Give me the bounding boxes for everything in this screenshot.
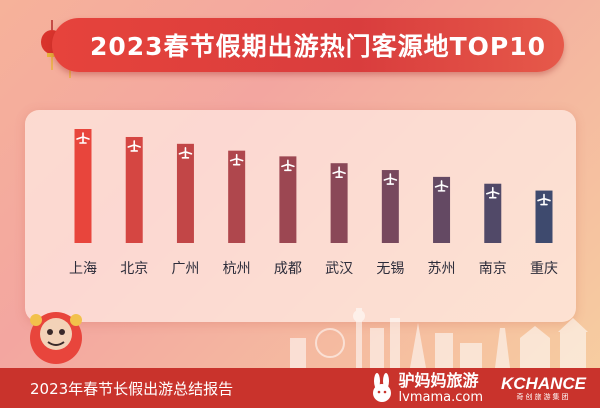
x-tick-label: 苏州	[428, 261, 456, 277]
lvmama-name: 驴妈妈旅游	[398, 370, 479, 390]
bar-苏州	[433, 176, 451, 243]
airplane-icon	[178, 147, 193, 159]
bar-成都	[279, 156, 297, 243]
bar-广州	[176, 143, 194, 243]
skyline-illustration	[290, 308, 588, 368]
footer-brands: 驴妈妈旅游 lvmama.com KCHANCE 奇创旅游集团	[369, 370, 586, 405]
chart-panel	[25, 110, 576, 322]
lion-dance-mascot-icon	[30, 312, 82, 364]
x-tick-label: 南京	[479, 261, 507, 277]
airplane-icon	[332, 166, 346, 178]
page-title: 2023春节假期出游热门客源地TOP10	[52, 18, 564, 72]
x-tick-label: 无锡	[376, 261, 404, 277]
bar-武汉	[330, 163, 348, 243]
airplane-icon	[383, 173, 398, 185]
x-tick-label: 北京	[120, 261, 148, 277]
airplane-icon	[127, 140, 142, 152]
bar-无锡	[381, 170, 399, 243]
x-tick-label: 武汉	[325, 261, 353, 277]
airplane-icon	[229, 153, 244, 166]
airplane-icon	[485, 186, 500, 199]
bar-上海	[74, 129, 92, 243]
kchance-logo: KCHANCE 奇创旅游集团	[501, 375, 586, 401]
x-tick-label: 重庆	[530, 261, 558, 277]
airplane-icon	[434, 180, 449, 192]
lvmama-logo: 驴妈妈旅游 lvmama.com	[369, 370, 483, 405]
x-tick-label: 上海	[69, 261, 97, 277]
x-tick-label: 广州	[171, 261, 199, 277]
footer-caption: 2023年春节长假出游总结报告	[30, 379, 234, 398]
bunny-logo-icon	[372, 373, 391, 402]
bar-重庆	[535, 190, 553, 243]
bar-南京	[484, 183, 502, 243]
bar-杭州	[228, 150, 246, 243]
kchance-subtitle: 奇创旅游集团	[516, 393, 571, 401]
airplane-icon	[281, 159, 295, 172]
lvmama-url: lvmama.com	[398, 389, 483, 405]
footer-bar: 2023年春节长假出游总结报告 驴妈妈旅游 lvmama.com KCHANCE…	[0, 368, 600, 408]
bar-chart: 上海 北京 广州 杭州 成都 武汉 无锡 苏州 南京 重庆	[69, 129, 558, 277]
airplane-icon	[76, 132, 90, 144]
airplane-icon	[537, 193, 551, 206]
x-tick-label: 成都	[274, 261, 302, 277]
kchance-name: KCHANCE	[501, 374, 586, 393]
bar-北京	[125, 136, 143, 243]
x-tick-label: 杭州	[223, 261, 251, 277]
